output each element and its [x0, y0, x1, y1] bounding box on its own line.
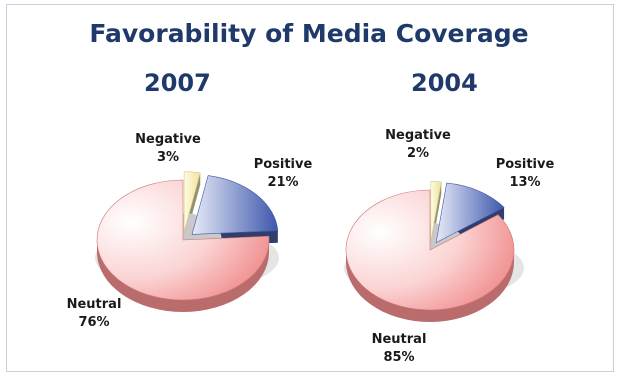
pie-2007-title: 2007 [144, 69, 211, 97]
label-2007-neutral-value: 76% [78, 315, 109, 330]
label-2004-positive-name: Positive [496, 157, 555, 172]
label-2004-positive-value: 13% [509, 175, 540, 190]
pie-2004-title: 2004 [411, 69, 478, 97]
label-2004-neutral-name: Neutral [372, 332, 427, 347]
pie-slice-positive [435, 182, 505, 244]
label-2007-negative-name: Negative [135, 132, 201, 147]
label-2007-positive-value: 21% [267, 175, 298, 190]
chart-frame [6, 4, 614, 372]
label-2004-negative-value: 2% [407, 146, 429, 161]
chart-title: Favorability of Media Coverage [89, 19, 529, 48]
pie-slice-neutral [345, 189, 515, 311]
pie-slice-side-neutral [97, 240, 269, 312]
label-2007-positive-name: Positive [254, 157, 313, 172]
pie-slice-positive [191, 175, 279, 235]
label-2007-neutral-name: Neutral [67, 297, 122, 312]
label-2004-negative-name: Negative [385, 128, 451, 143]
pie-slice-negative [183, 171, 201, 232]
pie-2007 [95, 171, 279, 312]
pie-slice-negative [430, 181, 442, 242]
pie-2004 [344, 181, 524, 322]
label-2004-neutral-value: 85% [383, 350, 414, 365]
pie-slice-side-neutral [346, 250, 514, 322]
pie-slice-neutral [96, 179, 270, 301]
label-2007-negative-value: 3% [157, 150, 179, 165]
